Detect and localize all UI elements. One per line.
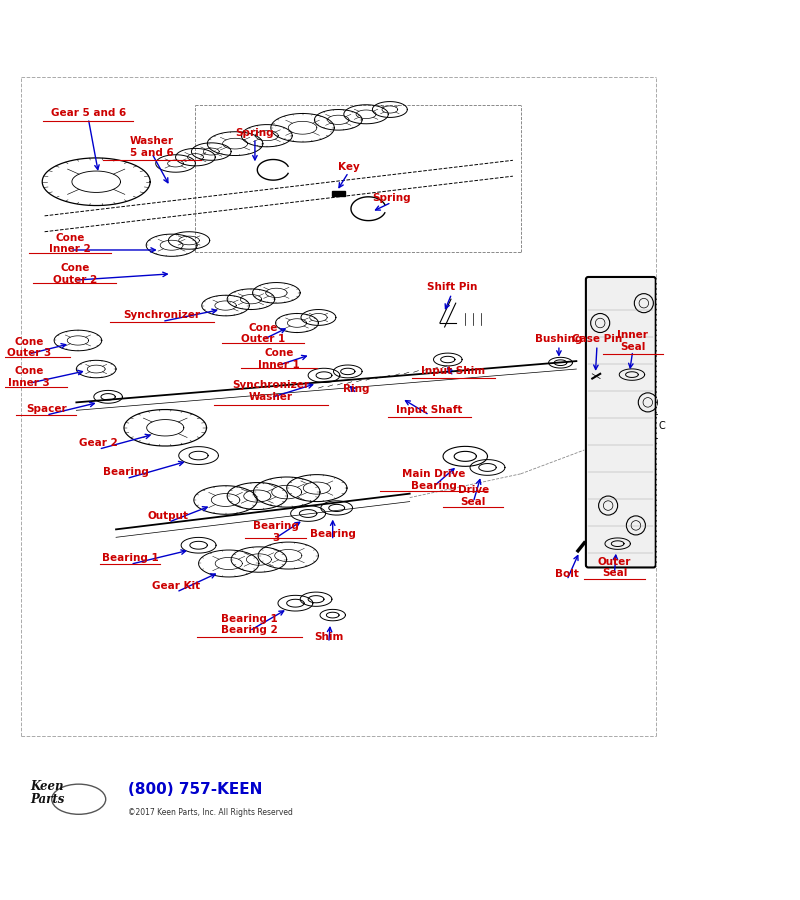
Text: Cone
Outer 2: Cone Outer 2	[53, 263, 97, 284]
Text: Cone
Inner 2: Cone Inner 2	[49, 233, 91, 255]
Text: Inner
Seal: Inner Seal	[618, 330, 648, 352]
Text: Synchronizer
Washer: Synchronizer Washer	[232, 381, 310, 402]
Text: Outer
Seal: Outer Seal	[598, 557, 631, 579]
Text: Bolt: Bolt	[555, 569, 578, 579]
Text: Input Shim: Input Shim	[422, 366, 486, 376]
Text: Ring: Ring	[343, 384, 370, 394]
Text: Cone
Outer 3: Cone Outer 3	[6, 337, 51, 358]
Text: Spring: Spring	[372, 193, 410, 202]
Text: Bearing: Bearing	[103, 467, 150, 477]
Text: Key: Key	[338, 162, 359, 173]
Text: Main Drive
Bearing: Main Drive Bearing	[402, 470, 465, 491]
Text: Bearing
3: Bearing 3	[253, 521, 298, 543]
Text: Synchronizer: Synchronizer	[123, 310, 201, 320]
Text: Spacer: Spacer	[26, 404, 66, 414]
Text: Cone
Inner 3: Cone Inner 3	[8, 366, 50, 388]
Text: Shift Pin: Shift Pin	[426, 283, 477, 293]
Text: Shim: Shim	[314, 632, 343, 642]
Text: Cone
Outer 1: Cone Outer 1	[241, 322, 285, 344]
Text: Input Shaft: Input Shaft	[396, 405, 462, 415]
Text: Keen
Parts: Keen Parts	[30, 780, 65, 806]
Polygon shape	[332, 192, 345, 196]
Text: Bushing: Bushing	[535, 334, 582, 344]
Text: C: C	[658, 421, 665, 431]
Text: Spring: Spring	[236, 128, 274, 138]
Text: Drive
Seal: Drive Seal	[458, 485, 489, 507]
Text: Washer
5 and 6: Washer 5 and 6	[130, 136, 174, 158]
Text: ©2017 Keen Parts, Inc. All Rights Reserved: ©2017 Keen Parts, Inc. All Rights Reserv…	[128, 808, 293, 817]
Text: Cone
Inner 1: Cone Inner 1	[258, 348, 300, 370]
Text: Gear 5 and 6: Gear 5 and 6	[50, 108, 126, 118]
Text: Case Pin: Case Pin	[572, 334, 622, 344]
Text: Bearing 1
Bearing 2: Bearing 1 Bearing 2	[221, 614, 278, 635]
Text: Gear Kit: Gear Kit	[152, 580, 201, 590]
Text: Bearing: Bearing	[310, 529, 356, 539]
Text: Gear 2: Gear 2	[79, 438, 118, 448]
Text: (800) 757-KEEN: (800) 757-KEEN	[128, 782, 262, 797]
FancyBboxPatch shape	[586, 277, 656, 568]
Text: Bearing 1: Bearing 1	[102, 553, 158, 562]
Text: Output: Output	[148, 511, 189, 521]
